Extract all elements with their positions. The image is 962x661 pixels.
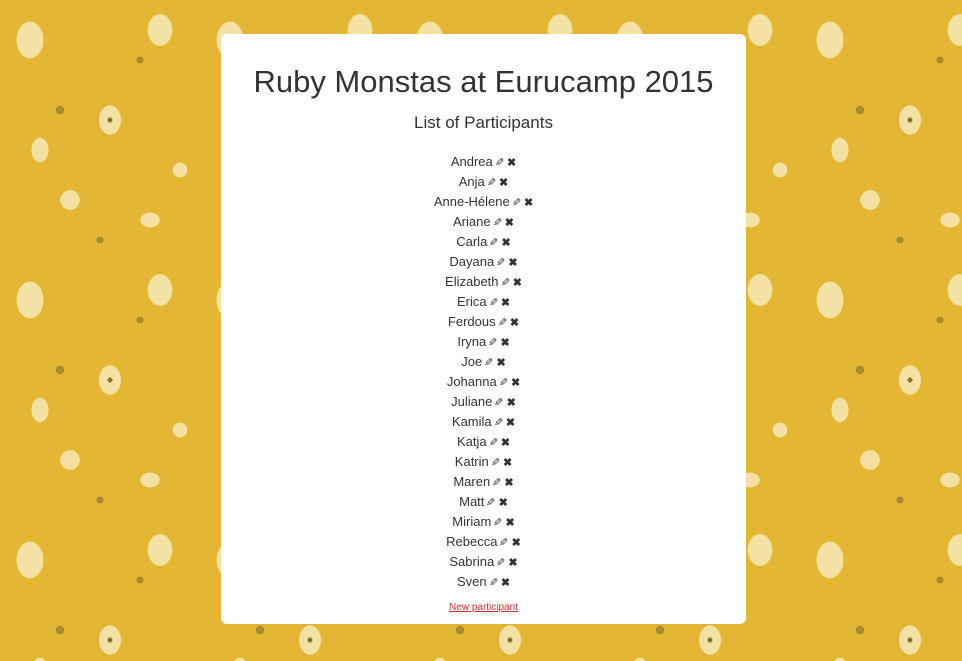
pencil-icon[interactable]: ✎ — [496, 553, 505, 573]
page-title: Ruby Monstas at Eurucamp 2015 — [221, 34, 746, 100]
participant-name: Anja — [459, 174, 485, 189]
participant-row: Matt ✎ ✖ — [221, 492, 746, 512]
remove-icon[interactable]: ✖ — [511, 373, 520, 393]
remove-icon[interactable]: ✖ — [501, 573, 510, 593]
participant-name: Miriam — [452, 514, 491, 529]
participant-name: Sabrina — [449, 554, 494, 569]
participant-row: Kamila ✎ ✖ — [221, 412, 746, 432]
participant-name: Joe — [461, 354, 482, 369]
participant-row: Ariane ✎ ✖ — [221, 212, 746, 232]
pencil-icon[interactable]: ✎ — [489, 433, 498, 453]
participant-name: Erica — [457, 294, 487, 309]
pencil-icon[interactable]: ✎ — [492, 473, 501, 493]
remove-icon[interactable]: ✖ — [508, 553, 517, 573]
pencil-icon[interactable]: ✎ — [484, 353, 493, 373]
remove-icon[interactable]: ✖ — [512, 533, 521, 553]
participant-row: Iryna ✎ ✖ — [221, 332, 746, 352]
pencil-icon[interactable]: ✎ — [499, 373, 508, 393]
pencil-icon[interactable]: ✎ — [486, 493, 495, 513]
participant-name: Sven — [457, 574, 487, 589]
remove-icon[interactable]: ✖ — [507, 153, 516, 173]
participant-name: Rebecca — [446, 534, 497, 549]
participant-name: Dayana — [449, 254, 494, 269]
participant-row: Sven ✎ ✖ — [221, 572, 746, 592]
remove-icon[interactable]: ✖ — [507, 393, 516, 413]
remove-icon[interactable]: ✖ — [508, 253, 517, 273]
pencil-icon[interactable]: ✎ — [487, 173, 496, 193]
participant-row: Elizabeth ✎ ✖ — [221, 272, 746, 292]
remove-icon[interactable]: ✖ — [505, 213, 514, 233]
remove-icon[interactable]: ✖ — [499, 173, 508, 193]
remove-icon[interactable]: ✖ — [501, 293, 510, 313]
participant-row: Ferdous ✎ ✖ — [221, 312, 746, 332]
participant-row: Juliane ✎ ✖ — [221, 392, 746, 412]
participant-name: Katrin — [455, 454, 489, 469]
pencil-icon[interactable]: ✎ — [489, 573, 498, 593]
participant-name: Matt — [459, 494, 484, 509]
participant-row: Carla ✎ ✖ — [221, 232, 746, 252]
participant-name: Iryna — [457, 334, 486, 349]
remove-icon[interactable]: ✖ — [501, 433, 510, 453]
participant-row: Erica ✎ ✖ — [221, 292, 746, 312]
pencil-icon[interactable]: ✎ — [493, 213, 502, 233]
main-card: Ruby Monstas at Eurucamp 2015 List of Pa… — [221, 34, 746, 624]
participant-name: Maren — [453, 474, 490, 489]
pencil-icon[interactable]: ✎ — [493, 513, 502, 533]
participant-name: Anne-Hélene — [434, 194, 510, 209]
pencil-icon[interactable]: ✎ — [494, 393, 503, 413]
remove-icon[interactable]: ✖ — [500, 333, 509, 353]
participant-row: Maren ✎ ✖ — [221, 472, 746, 492]
pencil-icon[interactable]: ✎ — [498, 313, 507, 333]
pencil-icon[interactable]: ✎ — [489, 233, 498, 253]
participant-name: Elizabeth — [445, 274, 498, 289]
participant-row: Katja ✎ ✖ — [221, 432, 746, 452]
pencil-icon[interactable]: ✎ — [499, 533, 508, 553]
remove-icon[interactable]: ✖ — [506, 513, 515, 533]
pencil-icon[interactable]: ✎ — [495, 153, 504, 173]
participant-row: Andrea ✎ ✖ — [221, 152, 746, 172]
participant-row: Sabrina ✎ ✖ — [221, 552, 746, 572]
pencil-icon[interactable]: ✎ — [488, 333, 497, 353]
participant-name: Johanna — [447, 374, 497, 389]
participant-name: Kamila — [452, 414, 492, 429]
new-participant-link[interactable]: New participant — [449, 602, 518, 613]
remove-icon[interactable]: ✖ — [496, 353, 505, 373]
participant-name: Juliane — [451, 394, 492, 409]
pencil-icon[interactable]: ✎ — [494, 413, 503, 433]
participant-row: Dayana ✎ ✖ — [221, 252, 746, 272]
participant-row: Anne-Hélene ✎ ✖ — [221, 192, 746, 212]
participant-row: Miriam ✎ ✖ — [221, 512, 746, 532]
remove-icon[interactable]: ✖ — [506, 413, 515, 433]
page-subtitle: List of Participants — [221, 112, 746, 134]
pencil-icon[interactable]: ✎ — [489, 293, 498, 313]
remove-icon[interactable]: ✖ — [524, 193, 533, 213]
remove-icon[interactable]: ✖ — [504, 473, 513, 493]
participant-row: Johanna ✎ ✖ — [221, 372, 746, 392]
participant-row: Rebecca ✎ ✖ — [221, 532, 746, 552]
participant-name: Carla — [456, 234, 487, 249]
participant-name: Katja — [457, 434, 487, 449]
participant-name: Andrea — [451, 154, 493, 169]
remove-icon[interactable]: ✖ — [510, 313, 519, 333]
pencil-icon[interactable]: ✎ — [501, 273, 510, 293]
remove-icon[interactable]: ✖ — [503, 453, 512, 473]
remove-icon[interactable]: ✖ — [502, 233, 511, 253]
pencil-icon[interactable]: ✎ — [512, 193, 521, 213]
pencil-icon[interactable]: ✎ — [491, 453, 500, 473]
remove-icon[interactable]: ✖ — [513, 273, 522, 293]
remove-icon[interactable]: ✖ — [499, 493, 508, 513]
participant-row: Anja ✎ ✖ — [221, 172, 746, 192]
participant-list: Andrea ✎ ✖ Anja ✎ ✖ Anne-Hélene ✎ ✖ Ariane ✎ ✖ Carla… — [221, 152, 746, 592]
participant-name: Ariane — [453, 214, 491, 229]
participant-row: Joe ✎ ✖ — [221, 352, 746, 372]
participant-name: Ferdous — [448, 314, 496, 329]
pencil-icon[interactable]: ✎ — [496, 253, 505, 273]
participant-row: Katrin ✎ ✖ — [221, 452, 746, 472]
